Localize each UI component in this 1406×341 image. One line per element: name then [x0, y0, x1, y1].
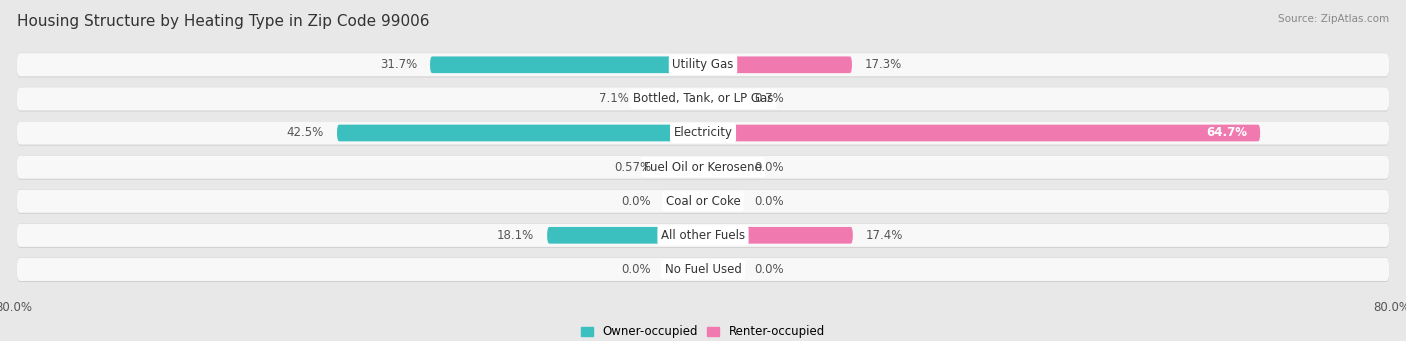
Text: 0.7%: 0.7%	[755, 92, 785, 105]
FancyBboxPatch shape	[664, 193, 703, 209]
FancyBboxPatch shape	[703, 91, 742, 107]
Text: 31.7%: 31.7%	[380, 58, 418, 71]
FancyBboxPatch shape	[664, 159, 703, 175]
Text: Source: ZipAtlas.com: Source: ZipAtlas.com	[1278, 14, 1389, 24]
FancyBboxPatch shape	[703, 125, 1260, 141]
Text: Fuel Oil or Kerosene: Fuel Oil or Kerosene	[644, 161, 762, 174]
FancyBboxPatch shape	[17, 257, 1389, 282]
Text: 17.3%: 17.3%	[865, 58, 903, 71]
Text: 64.7%: 64.7%	[1206, 127, 1247, 139]
FancyBboxPatch shape	[17, 53, 1389, 77]
Text: All other Fuels: All other Fuels	[661, 229, 745, 242]
FancyBboxPatch shape	[17, 155, 1389, 180]
FancyBboxPatch shape	[703, 57, 852, 73]
Text: Utility Gas: Utility Gas	[672, 58, 734, 71]
FancyBboxPatch shape	[337, 125, 703, 141]
FancyBboxPatch shape	[703, 159, 742, 175]
FancyBboxPatch shape	[17, 87, 1389, 112]
Text: 0.0%: 0.0%	[621, 195, 651, 208]
FancyBboxPatch shape	[17, 53, 1389, 76]
FancyBboxPatch shape	[17, 189, 1389, 214]
Text: 17.4%: 17.4%	[866, 229, 903, 242]
FancyBboxPatch shape	[664, 261, 703, 278]
Text: No Fuel Used: No Fuel Used	[665, 263, 741, 276]
Text: 0.0%: 0.0%	[621, 263, 651, 276]
FancyBboxPatch shape	[430, 57, 703, 73]
Text: 0.0%: 0.0%	[755, 195, 785, 208]
FancyBboxPatch shape	[17, 190, 1389, 213]
FancyBboxPatch shape	[17, 121, 1389, 146]
Text: Bottled, Tank, or LP Gas: Bottled, Tank, or LP Gas	[633, 92, 773, 105]
Text: 0.0%: 0.0%	[755, 263, 785, 276]
FancyBboxPatch shape	[547, 227, 703, 243]
FancyBboxPatch shape	[703, 227, 853, 243]
Legend: Owner-occupied, Renter-occupied: Owner-occupied, Renter-occupied	[576, 321, 830, 341]
FancyBboxPatch shape	[17, 87, 1389, 110]
FancyBboxPatch shape	[17, 224, 1389, 247]
FancyBboxPatch shape	[17, 258, 1389, 281]
Text: Housing Structure by Heating Type in Zip Code 99006: Housing Structure by Heating Type in Zip…	[17, 14, 429, 29]
FancyBboxPatch shape	[703, 261, 742, 278]
Text: Coal or Coke: Coal or Coke	[665, 195, 741, 208]
FancyBboxPatch shape	[643, 91, 703, 107]
Text: 42.5%: 42.5%	[287, 127, 323, 139]
FancyBboxPatch shape	[703, 193, 742, 209]
FancyBboxPatch shape	[17, 223, 1389, 248]
FancyBboxPatch shape	[17, 155, 1389, 179]
FancyBboxPatch shape	[17, 121, 1389, 145]
Text: 18.1%: 18.1%	[496, 229, 534, 242]
Text: 7.1%: 7.1%	[599, 92, 628, 105]
Text: 0.0%: 0.0%	[755, 161, 785, 174]
Text: Electricity: Electricity	[673, 127, 733, 139]
Text: 0.57%: 0.57%	[614, 161, 651, 174]
